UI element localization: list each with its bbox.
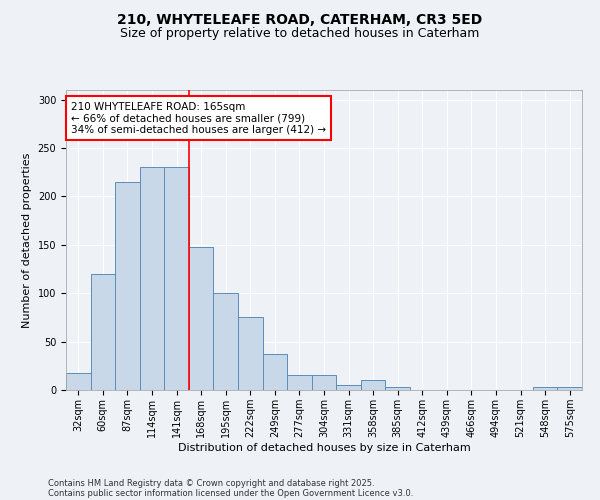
Bar (385, 387, 410, 390)
Bar (91, 274, 115, 390)
Bar (164, 168, 189, 390)
Bar (533, 387, 557, 390)
Text: Contains public sector information licensed under the Open Government Licence v3: Contains public sector information licen… (48, 488, 413, 498)
Bar (287, 374, 312, 390)
Bar (361, 380, 385, 390)
Bar (140, 168, 164, 390)
Y-axis label: Number of detached properties: Number of detached properties (22, 152, 32, 328)
Bar (336, 385, 361, 390)
Bar (263, 354, 287, 390)
Bar (115, 182, 140, 390)
X-axis label: Distribution of detached houses by size in Caterham: Distribution of detached houses by size … (178, 442, 470, 452)
Text: Size of property relative to detached houses in Caterham: Size of property relative to detached ho… (121, 28, 479, 40)
Text: 210, WHYTELEAFE ROAD, CATERHAM, CR3 5ED: 210, WHYTELEAFE ROAD, CATERHAM, CR3 5ED (118, 12, 482, 26)
Bar (66, 372, 91, 390)
Bar (312, 374, 336, 390)
Bar (557, 387, 582, 390)
Bar (238, 318, 263, 390)
Text: 210 WHYTELEAFE ROAD: 165sqm
← 66% of detached houses are smaller (799)
34% of se: 210 WHYTELEAFE ROAD: 165sqm ← 66% of det… (71, 102, 326, 135)
Bar (189, 247, 214, 390)
Bar (214, 293, 238, 390)
Text: Contains HM Land Registry data © Crown copyright and database right 2025.: Contains HM Land Registry data © Crown c… (48, 478, 374, 488)
